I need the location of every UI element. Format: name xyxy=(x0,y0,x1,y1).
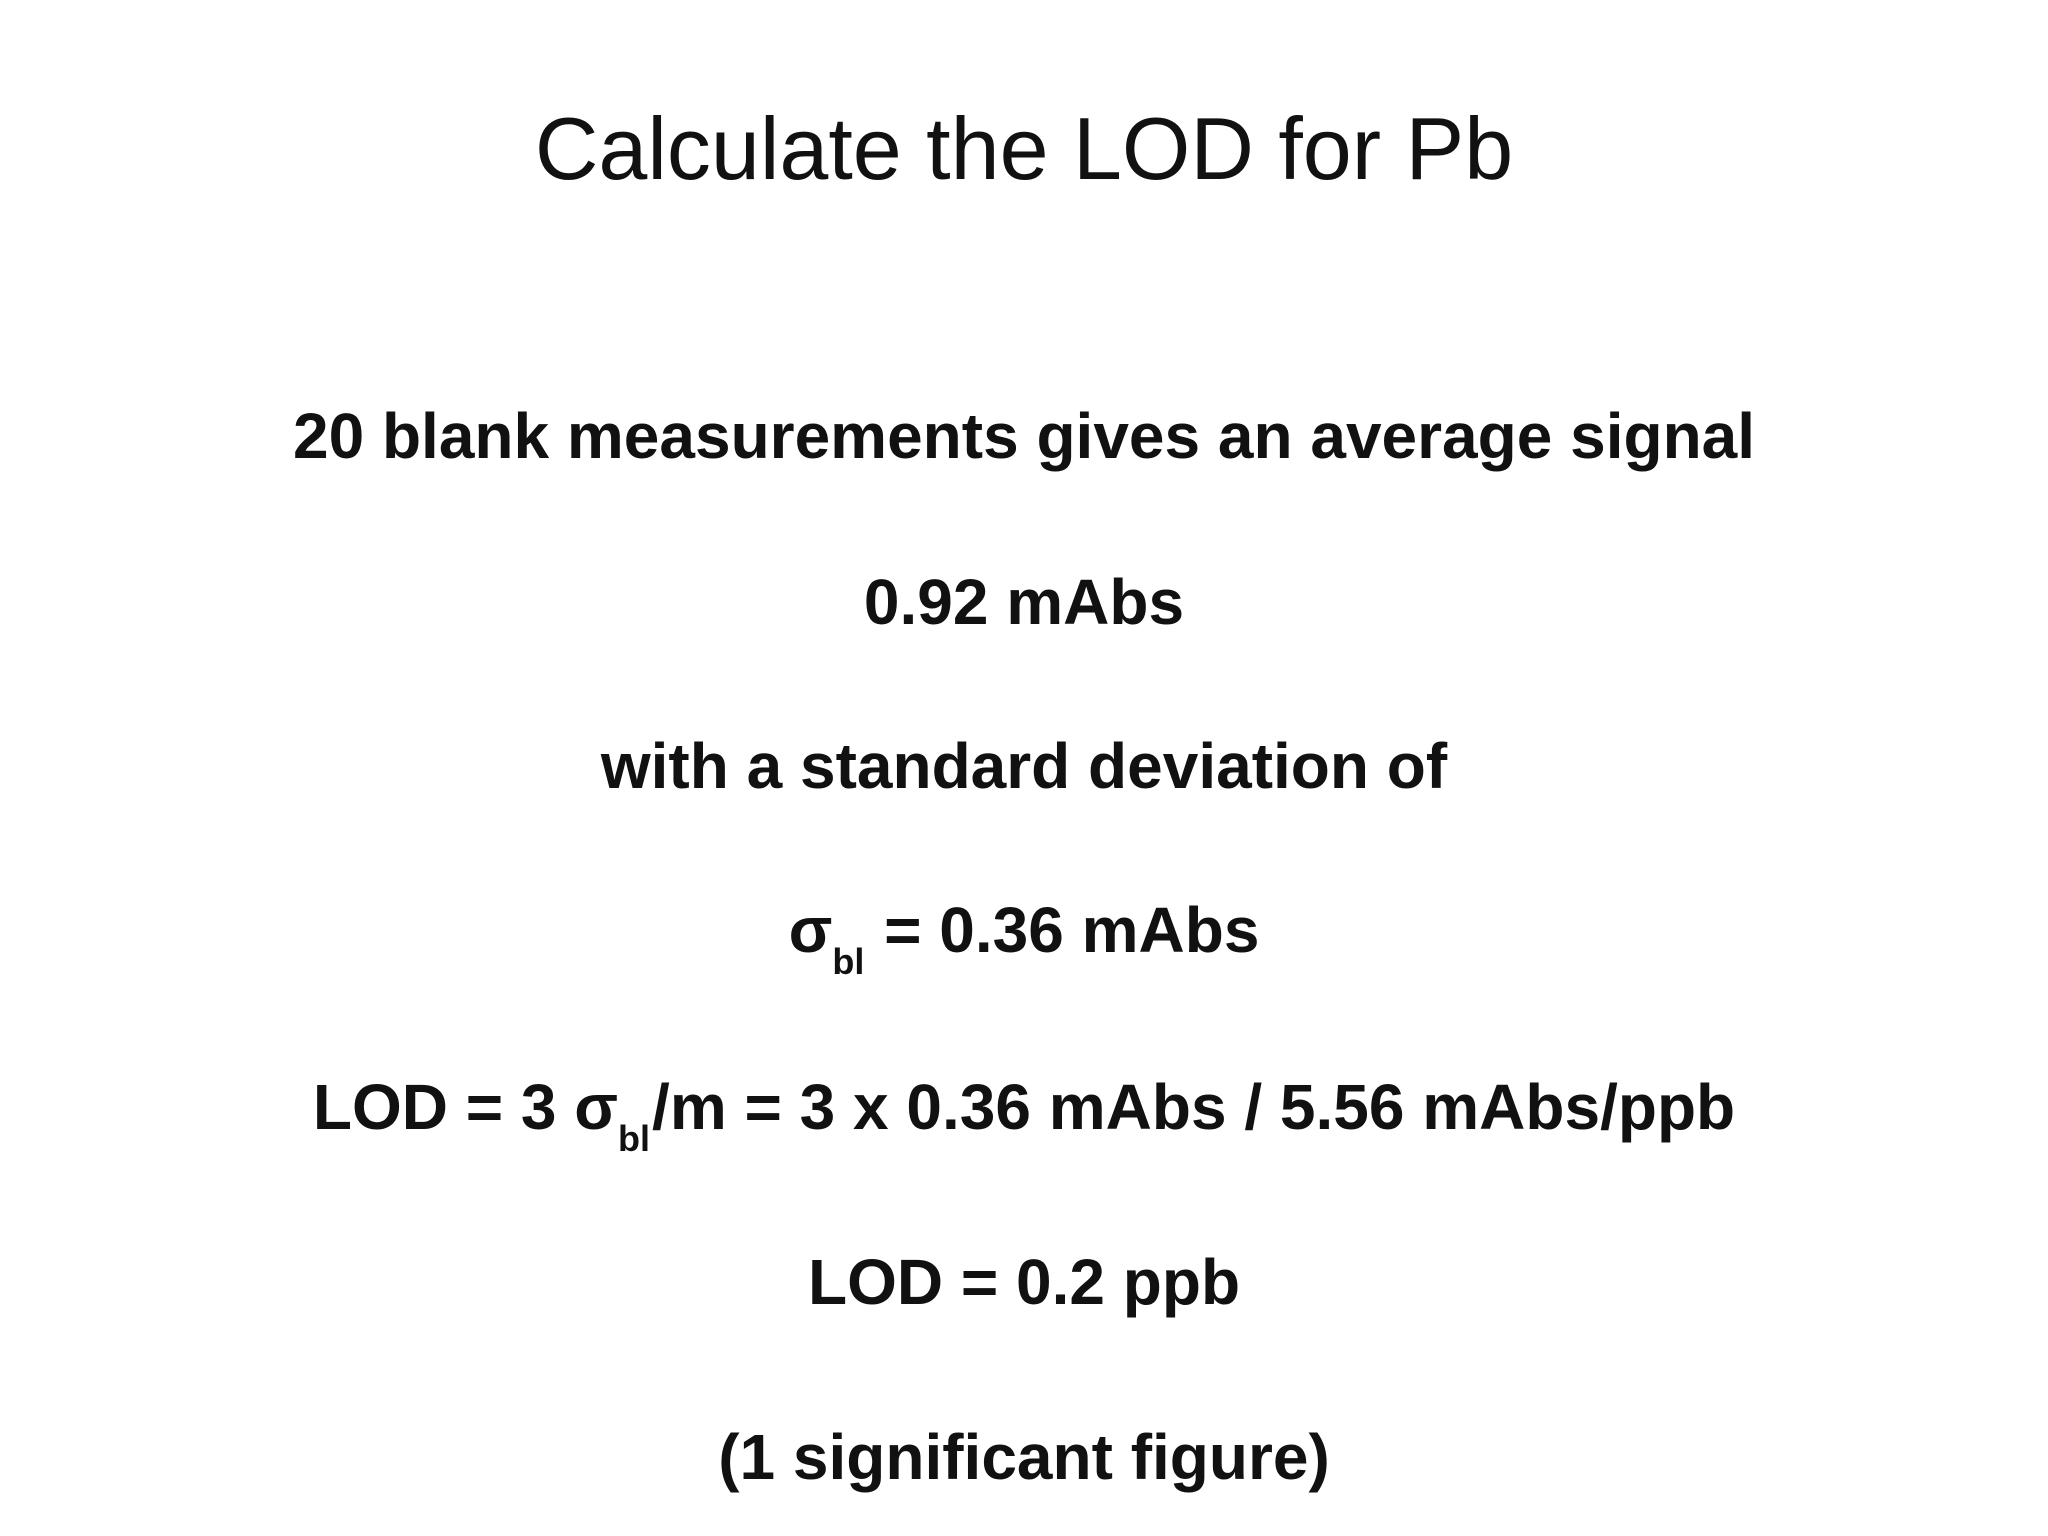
blank-measurements-line: 20 blank measurements gives an average s… xyxy=(292,400,1756,472)
slide-title: Calculate the LOD for Pb xyxy=(534,99,1514,198)
sigma-symbol: σ xyxy=(788,894,833,966)
sigma-subscript: bl xyxy=(832,941,865,982)
average-signal-value: 0.92 mAbs xyxy=(863,566,1185,638)
lod-result: LOD = 0.2 ppb xyxy=(807,1246,1241,1318)
sigma-blank-equation: σbl = 0.36 mAbs xyxy=(0,898,2048,980)
lod-formula-equation: LOD = 3 σbl/m = 3 x 0.36 mAbs / 5.56 mAb… xyxy=(0,1075,2048,1157)
lod-formula-prefix: LOD = 3 xyxy=(312,1071,575,1143)
sigma-value: = 0.36 mAbs xyxy=(866,894,1260,966)
lod-formula-rest: /m = 3 x 0.36 mAbs / 5.56 mAbs/ppb xyxy=(652,1071,1736,1143)
standard-deviation-line: with a standard deviation of xyxy=(600,730,1448,802)
significant-figure-note: (1 significant figure) xyxy=(718,1421,1330,1493)
lod-sigma-symbol: σ xyxy=(574,1071,619,1143)
lod-sigma-subscript: bl xyxy=(618,1118,651,1159)
